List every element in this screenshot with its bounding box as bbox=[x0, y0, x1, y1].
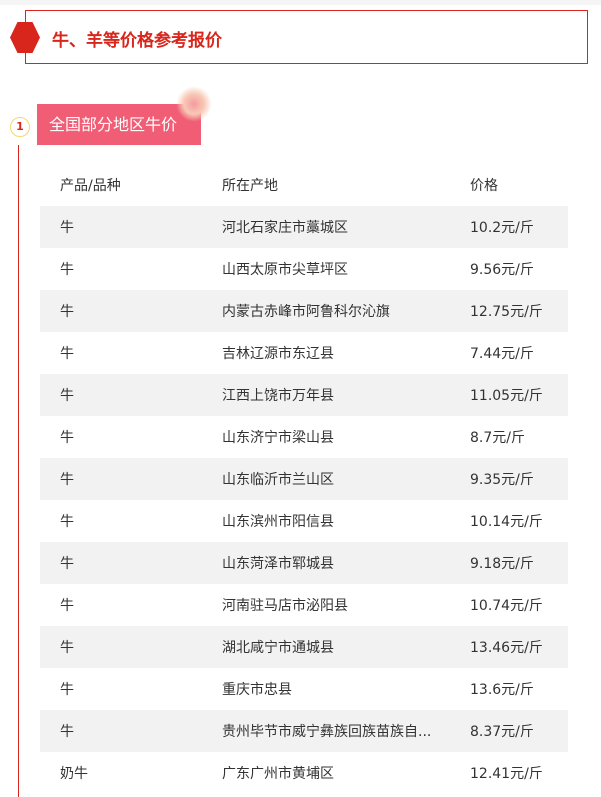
cell-product: 牛 bbox=[60, 640, 74, 656]
cell-product: 牛 bbox=[60, 724, 74, 740]
cell-origin: 广东广州市黄埔区 bbox=[222, 766, 334, 782]
table-row: 牛 山东临沂市兰山区 9.35元/斤 bbox=[40, 458, 568, 500]
cell-product: 牛 bbox=[60, 598, 74, 614]
header-product: 产品/品种 bbox=[60, 178, 121, 194]
cell-product: 牛 bbox=[60, 262, 74, 278]
top-strip bbox=[0, 0, 601, 5]
cell-origin: 贵州毕节市威宁彝族回族苗族自... bbox=[222, 724, 432, 740]
table-row: 牛 山东菏泽市郓城县 9.18元/斤 bbox=[40, 542, 568, 584]
table-row: 牛 重庆市忠县 13.6元/斤 bbox=[40, 668, 568, 710]
cell-origin: 重庆市忠县 bbox=[222, 682, 292, 698]
section-title: 全国部分地区牛价 bbox=[37, 104, 201, 145]
table-row: 牛 江西上饶市万年县 11.05元/斤 bbox=[40, 374, 568, 416]
cell-origin: 山东济宁市梁山县 bbox=[222, 430, 334, 446]
table-header: 产品/品种 所在产地 价格 bbox=[40, 164, 568, 206]
table-row: 牛 吉林辽源市东辽县 7.44元/斤 bbox=[40, 332, 568, 374]
cell-price: 12.75元/斤 bbox=[470, 304, 543, 320]
timeline-line bbox=[18, 145, 19, 797]
cell-product: 牛 bbox=[60, 514, 74, 530]
cell-price: 8.7元/斤 bbox=[470, 430, 525, 446]
cell-origin: 湖北咸宁市通城县 bbox=[222, 640, 334, 656]
cell-origin: 内蒙古赤峰市阿鲁科尔沁旗 bbox=[222, 304, 390, 320]
cell-price: 7.44元/斤 bbox=[470, 346, 534, 362]
table-row: 牛 山东济宁市梁山县 8.7元/斤 bbox=[40, 416, 568, 458]
cell-price: 10.74元/斤 bbox=[470, 598, 543, 614]
table-row: 牛 湖北咸宁市通城县 13.46元/斤 bbox=[40, 626, 568, 668]
cell-product: 牛 bbox=[60, 472, 74, 488]
cell-price: 13.46元/斤 bbox=[470, 640, 543, 656]
cell-price: 8.37元/斤 bbox=[470, 724, 534, 740]
table-row: 牛 河南驻马店市泌阳县 10.74元/斤 bbox=[40, 584, 568, 626]
table-row: 牛 山东滨州市阳信县 10.14元/斤 bbox=[40, 500, 568, 542]
cell-price: 9.56元/斤 bbox=[470, 262, 534, 278]
cell-origin: 河南驻马店市泌阳县 bbox=[222, 598, 348, 614]
cell-product: 牛 bbox=[60, 388, 74, 404]
header-origin: 所在产地 bbox=[222, 178, 278, 194]
cell-price: 9.35元/斤 bbox=[470, 472, 534, 488]
table-row: 奶牛 广东广州市黄埔区 12.41元/斤 bbox=[40, 752, 568, 794]
header-price: 价格 bbox=[470, 178, 498, 194]
cell-product: 牛 bbox=[60, 556, 74, 572]
cell-product: 牛 bbox=[60, 304, 74, 320]
price-table: 产品/品种 所在产地 价格 牛河北石家庄市藁城区 10.2元/斤牛山西太原市尖草坪… bbox=[40, 164, 568, 794]
cell-product: 奶牛 bbox=[60, 766, 88, 782]
table-row: 牛 内蒙古赤峰市阿鲁科尔沁旗 12.75元/斤 bbox=[40, 290, 568, 332]
cell-price: 11.05元/斤 bbox=[470, 388, 543, 404]
cell-product: 牛 bbox=[60, 346, 74, 362]
cell-product: 牛 bbox=[60, 682, 74, 698]
cell-price: 10.14元/斤 bbox=[470, 514, 543, 530]
cell-origin: 河北石家庄市藁城区 bbox=[222, 220, 348, 236]
cell-price: 13.6元/斤 bbox=[470, 682, 534, 698]
cell-origin: 山东临沂市兰山区 bbox=[222, 472, 334, 488]
firework-icon bbox=[176, 86, 212, 122]
page-title: 牛、羊等价格参考报价 bbox=[52, 31, 222, 51]
table-row: 牛 河北石家庄市藁城区 10.2元/斤 bbox=[40, 206, 568, 248]
cell-product: 牛 bbox=[60, 430, 74, 446]
table-row: 牛 山西太原市尖草坪区 9.56元/斤 bbox=[40, 248, 568, 290]
cell-price: 12.41元/斤 bbox=[470, 766, 543, 782]
cell-origin: 山东滨州市阳信县 bbox=[222, 514, 334, 530]
cell-price: 10.2元/斤 bbox=[470, 220, 534, 236]
cell-price: 9.18元/斤 bbox=[470, 556, 534, 572]
section-number: 1 bbox=[10, 117, 30, 137]
table-row: 牛 贵州毕节市威宁彝族回族苗族自... 8.37元/斤 bbox=[40, 710, 568, 752]
cell-product: 牛 bbox=[60, 220, 74, 236]
cell-origin: 山西太原市尖草坪区 bbox=[222, 262, 348, 278]
cell-origin: 山东菏泽市郓城县 bbox=[222, 556, 334, 572]
cell-origin: 吉林辽源市东辽县 bbox=[222, 346, 334, 362]
cell-origin: 江西上饶市万年县 bbox=[222, 388, 334, 404]
